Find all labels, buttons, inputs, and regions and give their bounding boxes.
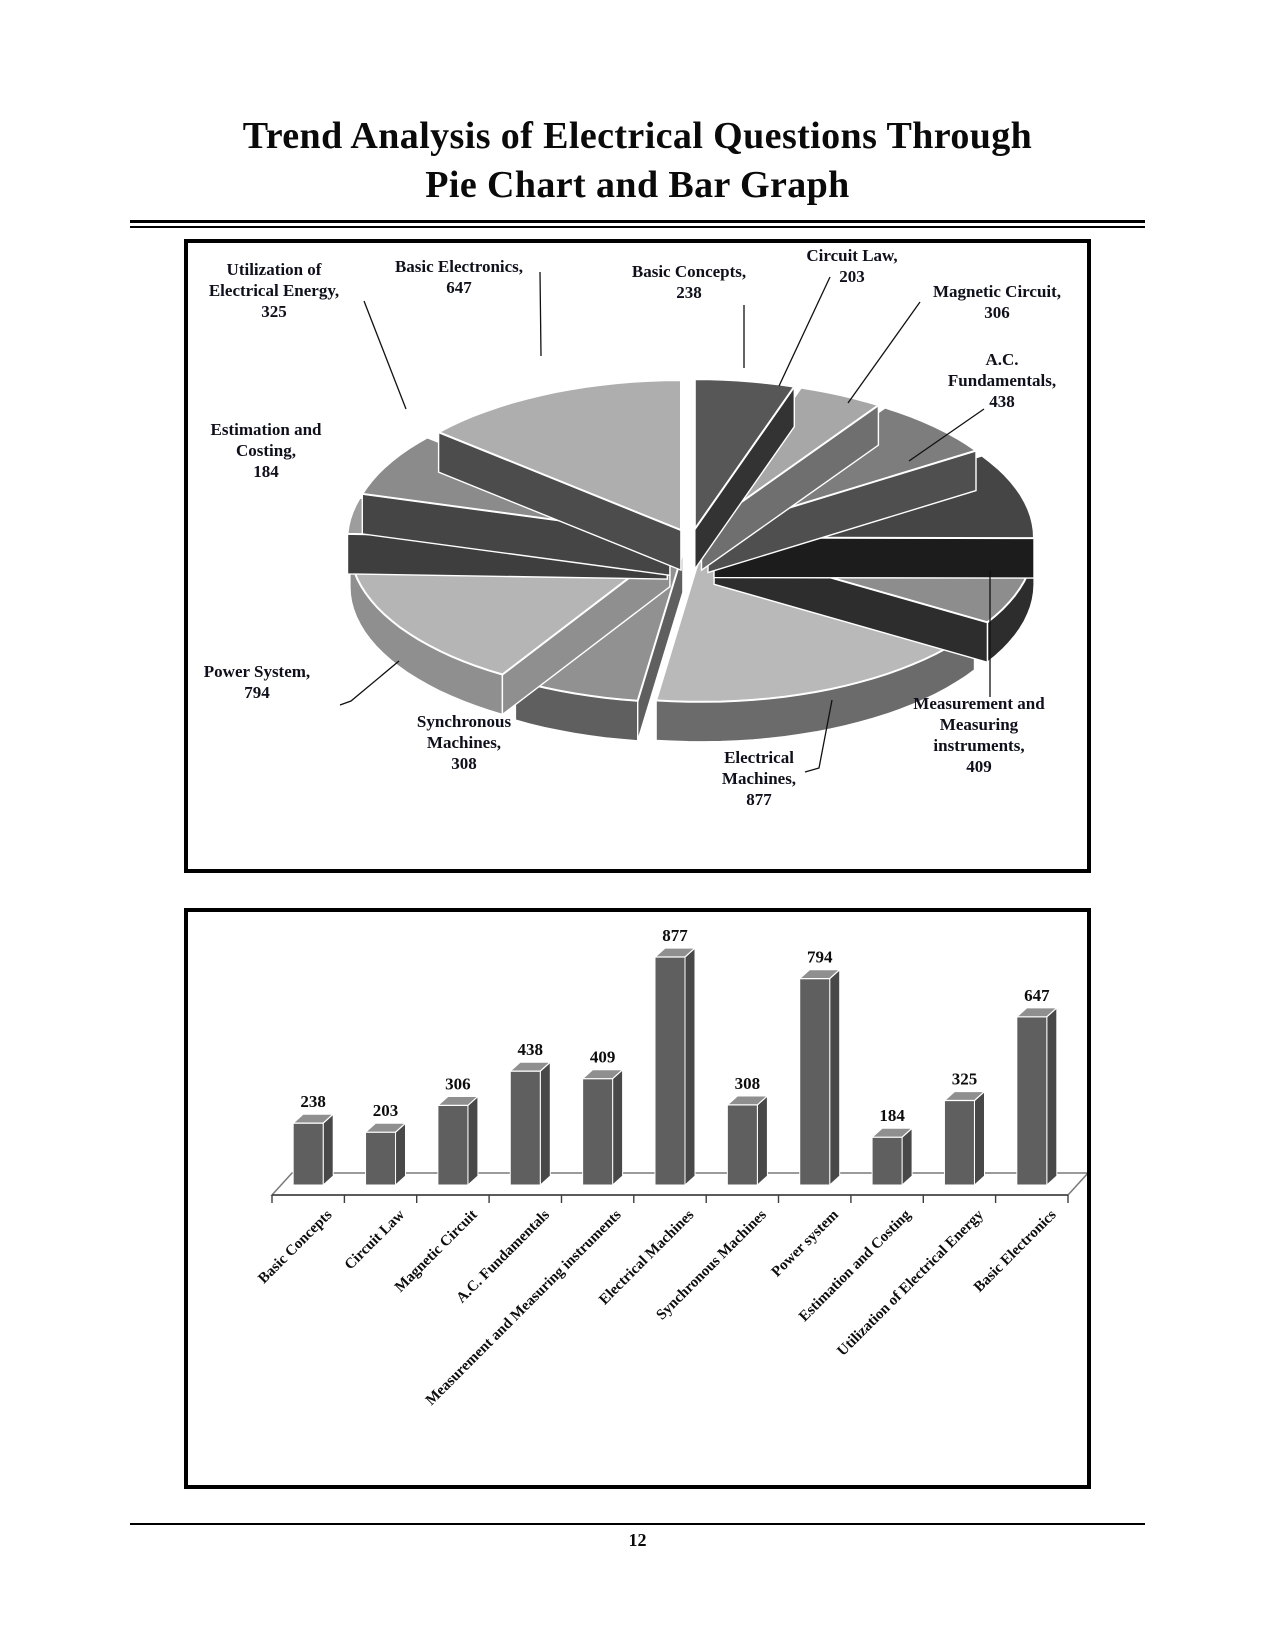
bar-value-label: 184 [879, 1106, 905, 1125]
pie-slice-label-magnetic-circuit: Magnetic Circuit, 306 [932, 282, 1062, 323]
bar-value-label: 238 [300, 1092, 326, 1111]
footer-rule [130, 1523, 1145, 1526]
pie-slice-label-power-system: Power System, 794 [203, 662, 311, 703]
bar-column-basic-concepts [291, 1113, 335, 1187]
page-title-line2: Pie Chart and Bar Graph [425, 164, 850, 207]
pie-chart [339, 272, 1036, 773]
bar-column-magnetic-circuit [436, 1095, 480, 1187]
pie-slice-label-basic-concepts: Basic Concepts, 238 [631, 262, 747, 303]
bar-value-label: 877 [662, 926, 688, 945]
bar-chart-panel: 238 203 306 438 409 877 308 794 184 325 647 Basic … [184, 908, 1091, 1490]
page-content: Trend Analysis of Electrical Questions T… [130, 0, 1145, 1551]
pie-leader-electrical-machines [804, 700, 833, 773]
pie-slice-label-measurement-and-measuring-instruments: Measurement and Measuring instruments, 409 [913, 694, 1045, 777]
bar-column-power-system [798, 968, 842, 1187]
title-underline [130, 219, 1145, 229]
bar-column-estimation-and-costing [870, 1127, 914, 1187]
page-title: Trend Analysis of Electrical Questions T… [130, 0, 1145, 211]
pie-slice-basic-concepts [693, 378, 797, 572]
pie-leader-a-c-fundamentals [908, 408, 985, 462]
pie-slice-label-estimation-and-costing: Estimation and Costing, 184 [210, 420, 322, 482]
bar-value-label: 308 [735, 1074, 761, 1093]
bar-value-label: 306 [445, 1075, 471, 1094]
pie-leader-utilization-of-electrical-energy [363, 301, 407, 410]
bar-value-label: 409 [590, 1048, 616, 1067]
bar-value-label: 438 [518, 1040, 544, 1059]
pie-slice-label-electrical-machines: Electrical Machines, 877 [721, 748, 797, 810]
bar-column-synchronous-machines [725, 1095, 769, 1187]
bar-value-label: 203 [373, 1102, 399, 1121]
bar-chart: 238 203 306 438 409 877 308 794 184 325 647 [270, 926, 1087, 1204]
bar-column-a-c-fundamentals [508, 1061, 552, 1187]
bar-column-measurement-and-measuring-instruments [581, 1068, 625, 1187]
pie-slice-label-synchronous-machines: Synchronous Machines, 308 [416, 712, 512, 774]
title-underline-thick [130, 219, 1145, 223]
pie-chart-panel: Basic Concepts, 238 Circuit Law, 203 Magneti… [184, 239, 1091, 874]
page-number: 12 [628, 1530, 647, 1551]
bar-column-electrical-machines [653, 947, 697, 1187]
pie-leader-magnetic-circuit [847, 301, 921, 404]
pie-leader-power-system [339, 660, 400, 706]
bar-column-basic-electronics [1015, 1006, 1059, 1187]
title-underline-thin [130, 226, 1145, 229]
pie-slice-label-basic-electronics: Basic Electronics, 647 [394, 257, 524, 298]
bar-column-circuit-law [363, 1122, 408, 1187]
bar-value-label: 647 [1024, 986, 1050, 1005]
pie-slice-label-circuit-law: Circuit Law, 203 [806, 246, 898, 287]
pie-slice-label-a-c-fundamentals: A.C. Fundamentals, 438 [947, 350, 1057, 412]
page-title-line1: Trend Analysis of Electrical Questions T… [242, 115, 1033, 157]
pie-leader-circuit-law [778, 277, 831, 387]
bar-value-label: 794 [807, 948, 833, 967]
pie-leader-basic-electronics [539, 272, 542, 357]
bar-value-label: 325 [952, 1070, 978, 1089]
bar-column-utilization-of-electrical-energy [942, 1090, 987, 1187]
pie-slice-label-utilization-of-electrical-energy: Utilization of Electrical Energy, 325 [208, 260, 340, 322]
pie-slice-basic-electronics [436, 379, 682, 572]
